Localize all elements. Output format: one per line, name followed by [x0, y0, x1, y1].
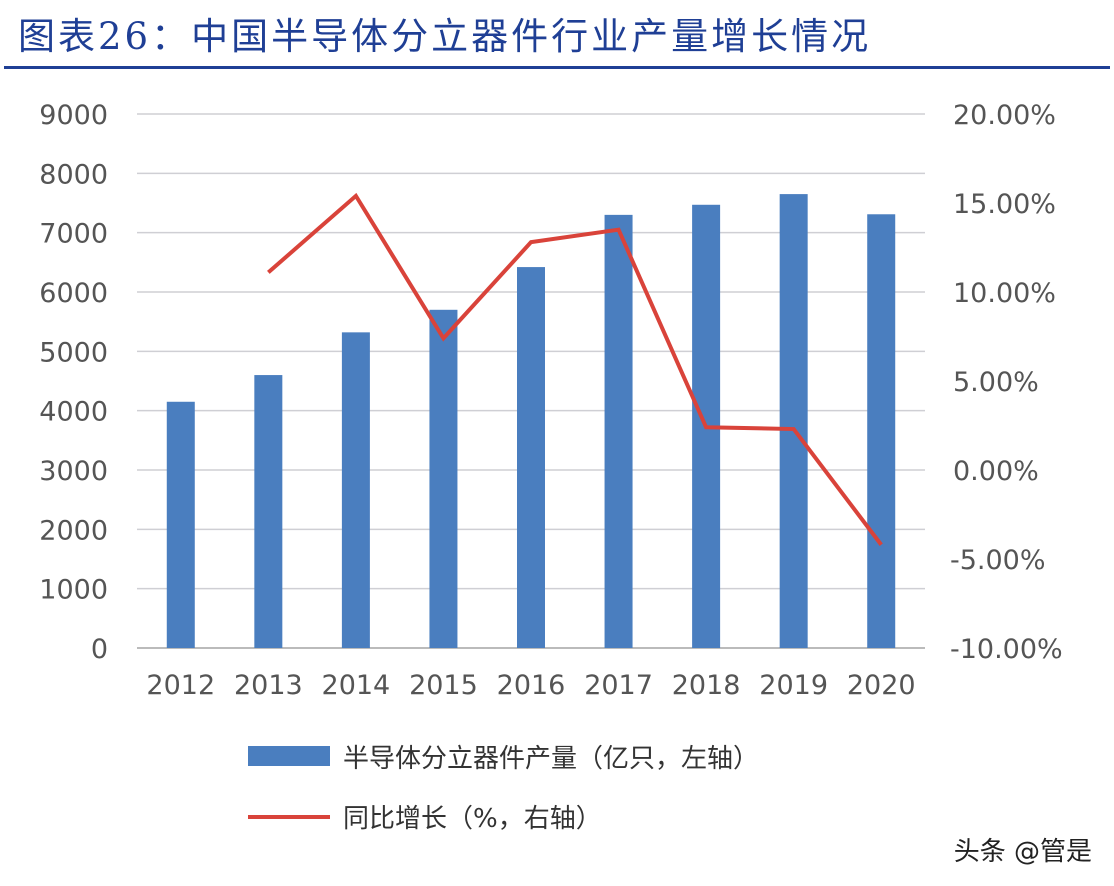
- legend-label-bar: 半导体分立器件产量（亿只，左轴）: [343, 744, 759, 774]
- bar-2016: [517, 267, 545, 648]
- left-axis-tick: 2000: [39, 515, 108, 546]
- bar-2017: [604, 214, 633, 648]
- x-axis-tick: 2020: [847, 670, 916, 701]
- left-axis-tick: 7000: [39, 219, 108, 250]
- right-axis-tick: 15.00%: [953, 189, 1056, 220]
- x-axis-tick: 2017: [584, 670, 653, 701]
- x-axis-tick: 2016: [497, 670, 566, 701]
- bar-2013: [254, 375, 283, 648]
- legend-swatch-bar: [248, 746, 330, 766]
- x-axis-tick: 2018: [672, 670, 741, 701]
- right-axis-tick: 10.00%: [953, 278, 1056, 309]
- legend-label-line: 同比增长（%，右轴）: [343, 804, 602, 834]
- chart-title: 图表26：中国半导体分立器件行业产量增长情况: [18, 15, 872, 58]
- right-axis-tick: -10.00%: [950, 634, 1063, 665]
- bar-2020: [867, 214, 896, 649]
- x-axis-tick: 2013: [234, 670, 303, 701]
- left-axis-tick: 1000: [39, 575, 108, 606]
- right-axis-tick: 0.00%: [953, 456, 1039, 487]
- watermark: 头条 @管是: [953, 837, 1092, 867]
- right-axis-tick: 20.00%: [953, 100, 1056, 131]
- left-axis-tick: 3000: [39, 456, 108, 487]
- left-axis-tick: 4000: [39, 397, 108, 428]
- x-axis-tick: 2019: [759, 670, 828, 701]
- left-axis-tick: 6000: [39, 278, 108, 309]
- left-axis-tick: 8000: [39, 159, 108, 190]
- title-divider: [4, 66, 1110, 69]
- bar-2012: [166, 401, 195, 648]
- left-axis-tick: 0: [91, 634, 108, 665]
- bar-2015: [429, 309, 458, 648]
- x-axis-tick: 2012: [146, 670, 215, 701]
- right-axis-tick: -5.00%: [950, 545, 1046, 576]
- left-axis-tick: 5000: [39, 337, 108, 368]
- right-axis-tick: 5.00%: [953, 367, 1039, 398]
- bar-2014: [341, 332, 370, 648]
- bar-2019: [779, 194, 808, 648]
- x-axis-tick: 2014: [322, 670, 391, 701]
- x-axis-tick: 2015: [409, 670, 478, 701]
- growth-line: [267, 192, 883, 546]
- left-axis-tick: 9000: [39, 100, 108, 131]
